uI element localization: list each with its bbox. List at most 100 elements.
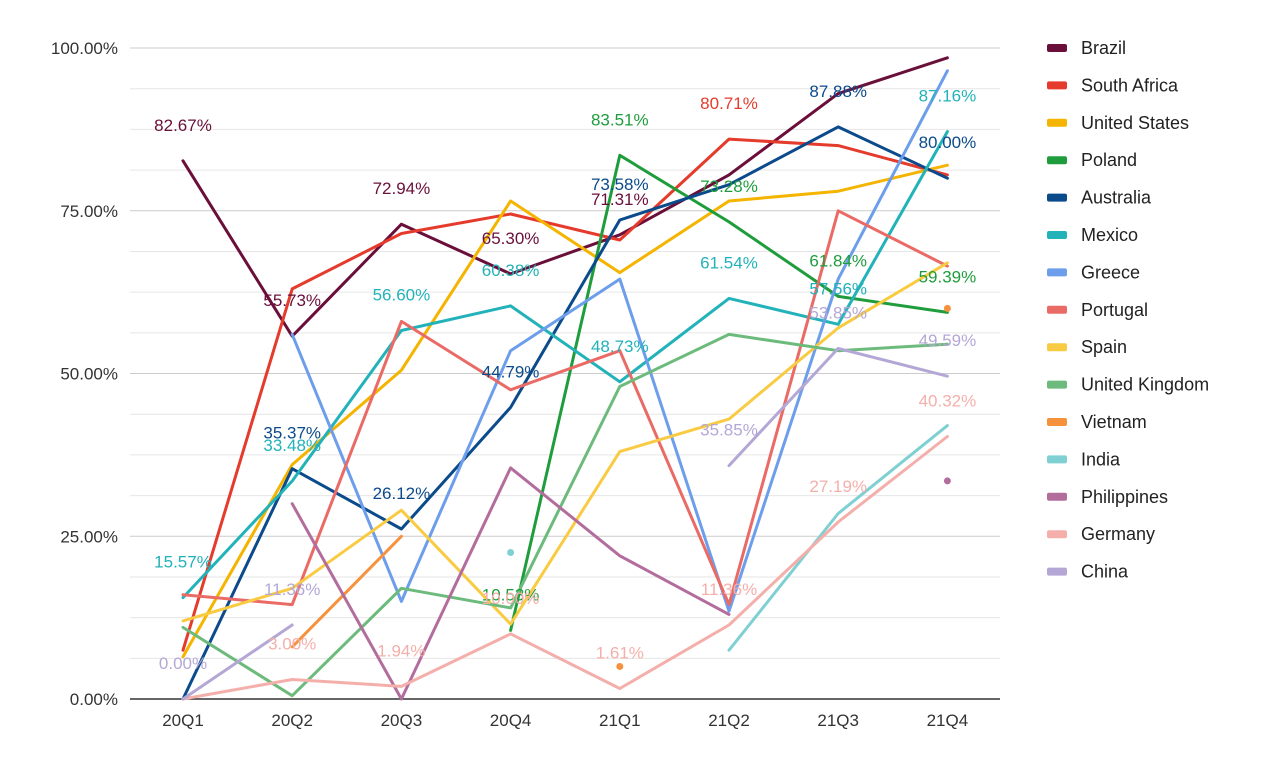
data-label: 82.67% [154, 116, 212, 135]
legend-swatch [1047, 118, 1067, 127]
series-line [181, 137, 949, 652]
y-tick-label: 100.00% [51, 39, 118, 58]
data-label: 33.48% [263, 436, 321, 455]
data-label: 11.36% [701, 580, 757, 599]
x-tick-label: 20Q1 [162, 711, 204, 730]
data-label: 1.61% [596, 644, 644, 663]
x-tick-label: 20Q3 [381, 711, 423, 730]
legend-swatch [1047, 492, 1067, 501]
data-label: 10.53% [482, 585, 540, 604]
series-line [290, 534, 403, 649]
y-tick-label: 0.00% [70, 690, 118, 709]
series-line [290, 466, 731, 701]
data-label: 53.85% [809, 303, 867, 322]
legend-swatch [1047, 193, 1067, 202]
series-line [290, 69, 949, 613]
series-line [181, 261, 949, 626]
data-label: 65.30% [482, 229, 540, 248]
series-line [727, 346, 949, 468]
data-label: 61.84% [809, 251, 867, 270]
legend-label: Vietnam [1081, 412, 1147, 432]
data-label: 83.51% [591, 110, 649, 129]
data-label: 35.37% [263, 424, 321, 443]
data-label: 73.58% [591, 175, 649, 194]
series-line [181, 125, 949, 701]
series-line [727, 424, 949, 652]
legend-label: Australia [1081, 188, 1152, 208]
data-label: 72.94% [373, 179, 431, 198]
x-tick-label: 20Q2 [271, 711, 313, 730]
data-label: 80.71% [700, 94, 758, 113]
legend-swatch [1047, 418, 1067, 426]
data-point [943, 477, 951, 485]
data-label: 48.73% [591, 337, 649, 356]
data-label: 87.16% [919, 87, 977, 106]
series-lines [181, 56, 951, 701]
data-label: 87.88% [809, 82, 867, 101]
legend-swatch [1047, 231, 1067, 239]
y-tick-label: 50.00% [60, 365, 118, 384]
legend-swatch [1047, 455, 1067, 464]
data-label: 73.28% [700, 177, 758, 196]
legend-swatch [1047, 530, 1067, 539]
data-label: 49.59% [919, 331, 977, 350]
x-tick-label: 21Q1 [599, 711, 641, 730]
data-label: 26.12% [373, 484, 431, 503]
x-tick-label: 21Q3 [817, 711, 859, 730]
axes: 0.00% 25.00% 50.00% 75.00% 100.00% 20Q1 20Q2 20… [51, 39, 968, 730]
legend-label: China [1081, 562, 1129, 582]
legend-swatch [1047, 44, 1067, 52]
data-label: 0.00% [159, 654, 207, 673]
legend-swatch [1047, 156, 1067, 165]
data-label: 1.94% [377, 641, 425, 660]
data-label: 11.36% [264, 580, 320, 599]
series-line [181, 163, 949, 659]
data-label: 35.85% [700, 421, 758, 440]
legend-label: Brazil [1081, 38, 1126, 58]
data-label: 71.31% [591, 190, 649, 209]
legend-swatch [1047, 268, 1067, 277]
legend-swatch [1047, 380, 1067, 389]
series-line [181, 209, 949, 607]
data-label: 40.32% [919, 392, 977, 411]
data-label: 80.00% [919, 133, 977, 152]
series-line [181, 332, 949, 698]
data-label: 59.39% [919, 267, 977, 286]
legend: Brazil South Africa United States Poland Aus… [1047, 38, 1209, 582]
legend-label: United Kingdom [1081, 375, 1209, 395]
legend-label: Portugal [1081, 300, 1148, 320]
data-labels: 82.67% 55.73% 72.94% 65.30% 71.31% 80.71% 10.5… [154, 82, 976, 673]
legend-swatch [1047, 81, 1067, 90]
x-tick-label: 20Q4 [490, 711, 532, 730]
data-label: 10.00% [482, 589, 540, 608]
y-tick-label: 75.00% [60, 202, 118, 221]
data-label: 55.73% [263, 291, 321, 310]
data-label: 15.57% [154, 553, 212, 572]
x-tick-label: 21Q4 [927, 711, 969, 730]
series-line [181, 56, 949, 338]
legend-swatch [1047, 343, 1067, 352]
legend-swatch [1047, 305, 1067, 314]
legend-label: South Africa [1081, 75, 1179, 95]
data-label: 3.00% [268, 634, 316, 653]
y-tick-label: 25.00% [60, 527, 118, 546]
series-line [509, 153, 949, 632]
legend-label: Germany [1081, 524, 1155, 544]
data-label: 56.60% [373, 286, 431, 305]
series-line [181, 130, 949, 600]
series-line [181, 623, 294, 701]
legend-label: India [1081, 449, 1121, 469]
legend-label: United States [1081, 113, 1189, 133]
data-point [943, 304, 951, 312]
legend-label: Poland [1081, 150, 1137, 170]
legend-label: Philippines [1081, 487, 1168, 507]
data-label: 60.38% [482, 261, 540, 280]
legend-swatch [1047, 567, 1067, 576]
legend-label: Mexico [1081, 225, 1138, 245]
data-point [507, 549, 515, 557]
data-label: 61.54% [700, 253, 758, 272]
legend-label: Spain [1081, 337, 1127, 357]
data-label: 57.56% [809, 279, 867, 298]
